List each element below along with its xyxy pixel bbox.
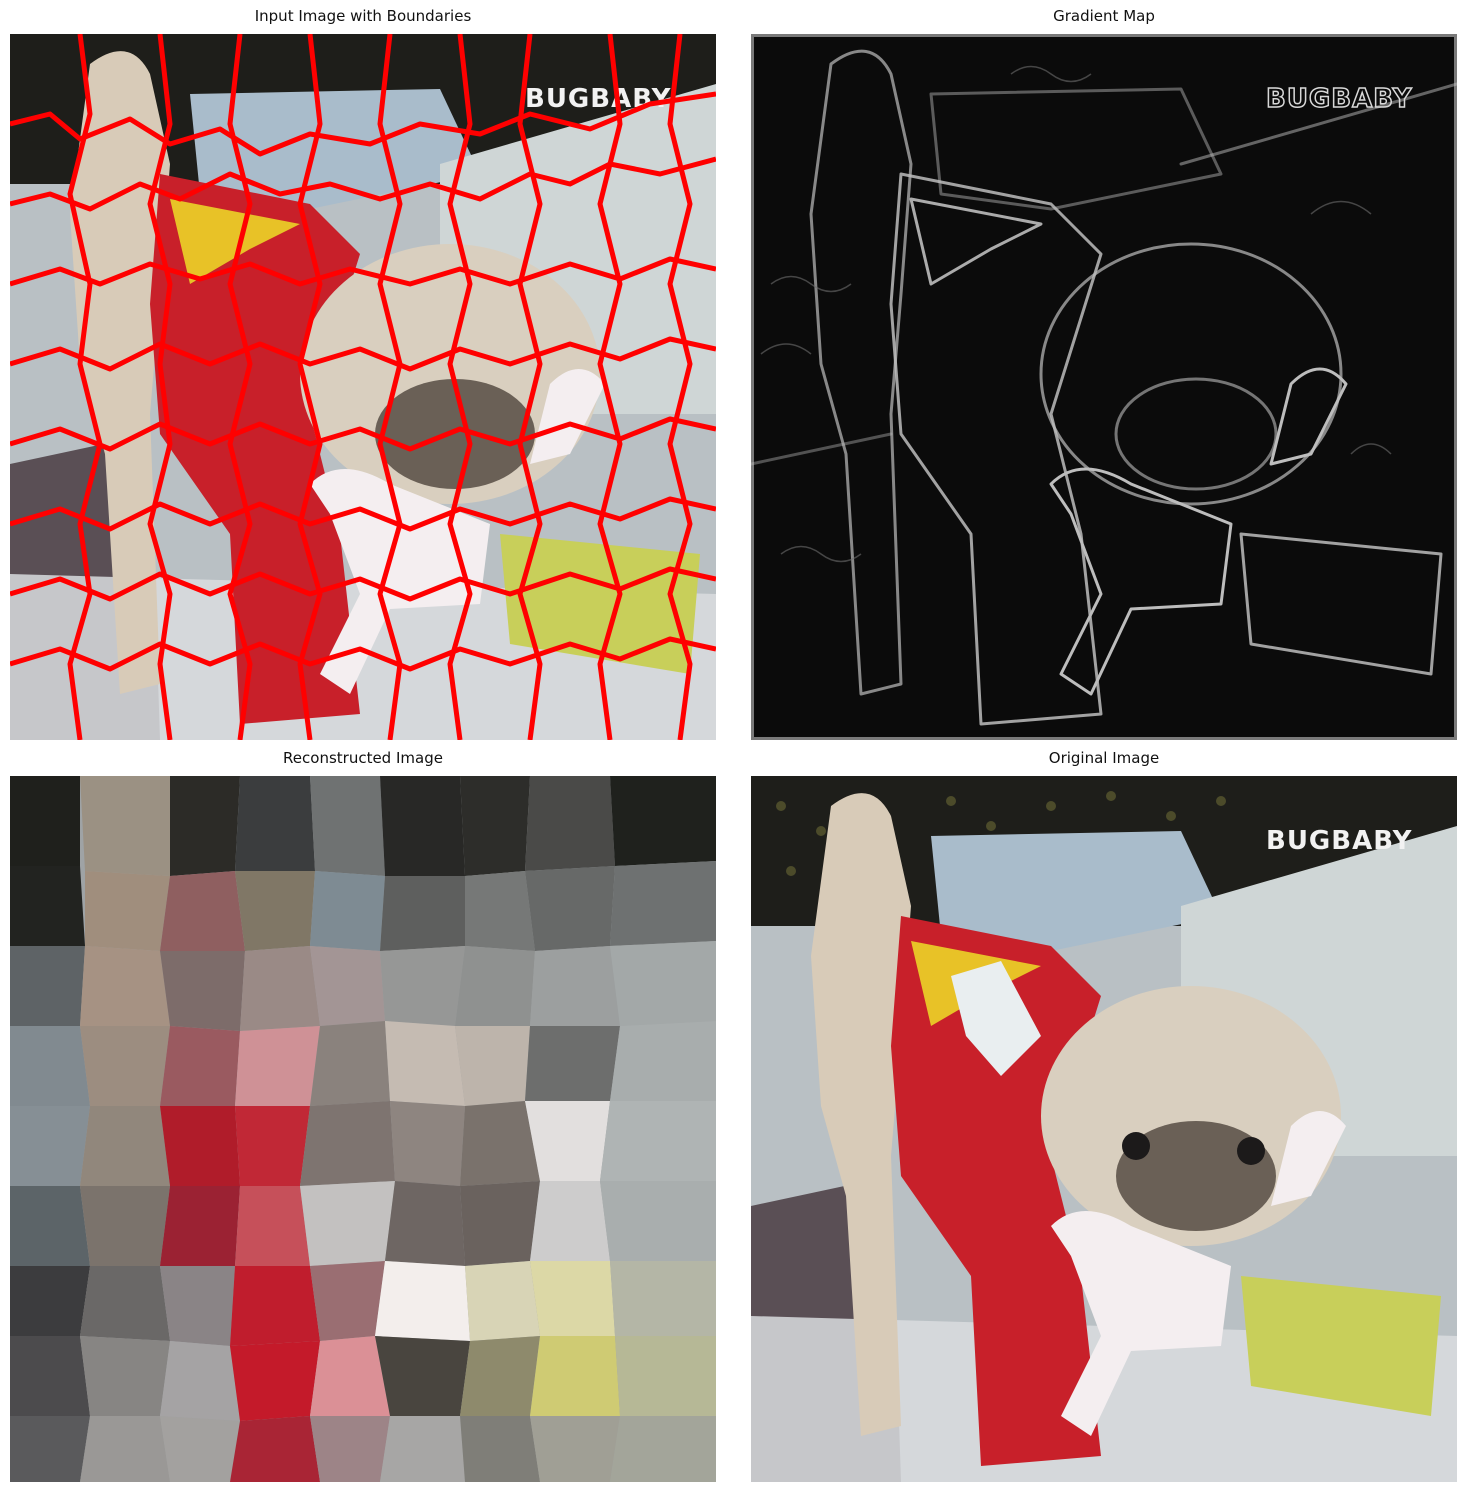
plush-toy-head [1051, 1211, 1231, 1436]
original-image: BUGBABY [751, 776, 1457, 1482]
input-image-svg: BUGBABY [10, 34, 716, 740]
sweater-patch [951, 961, 1041, 1076]
pillow [190, 89, 480, 209]
plush-toy-body [1241, 1276, 1441, 1416]
superpixel-boundaries [10, 34, 716, 740]
gradient-map-image: BUGBABY [751, 34, 1457, 740]
pug-muzzle [375, 379, 535, 489]
gradient-border [751, 34, 1457, 740]
panel-title: Input Image with Boundaries [254, 7, 472, 25]
plush-toy-body [500, 534, 700, 674]
watermark-text: BUGBABY [525, 84, 672, 114]
gradient-edges [751, 49, 1457, 726]
plush-toy-ear [530, 369, 605, 464]
plush-toy-head [310, 469, 490, 694]
watermark-text: BUGBABY [1266, 84, 1413, 114]
gradient-texture [760, 65, 1392, 563]
input-image-with-boundaries: BUGBABY [10, 34, 716, 740]
pug-muzzle [1116, 1121, 1276, 1231]
red-sweater [150, 174, 360, 724]
reconstructed-image [10, 776, 716, 1482]
panel-title: Gradient Map [1053, 7, 1155, 25]
panel-title: Original Image [1048, 749, 1160, 767]
gradient-map-svg: BUGBABY [751, 34, 1457, 740]
pillow [931, 831, 1221, 951]
sweater-emblem [170, 199, 300, 284]
panel-title: Reconstructed Image [283, 749, 443, 767]
pug-body [811, 793, 911, 1436]
watermark-text: BUGBABY [1266, 826, 1413, 856]
backdrop-pattern [776, 791, 1226, 876]
pug-eye-right [1237, 1137, 1265, 1165]
plush-toy-ear [1271, 1111, 1346, 1206]
pug-eye-left [1122, 1132, 1150, 1160]
red-sweater [891, 916, 1101, 1466]
original-image-svg: BUGBABY [751, 776, 1457, 1482]
superpixel-mosaic [10, 776, 716, 1482]
pug-body [70, 51, 170, 694]
reconstructed-svg [10, 776, 716, 1482]
